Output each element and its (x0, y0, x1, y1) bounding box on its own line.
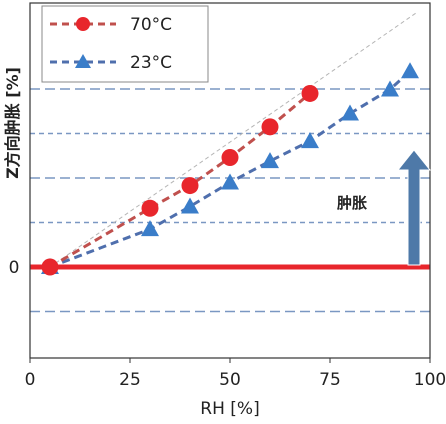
point-70c (181, 177, 199, 195)
legend-label-23c: 23°C (130, 53, 172, 73)
x-tick-label: 50 (219, 370, 241, 390)
point-23c (141, 220, 159, 237)
series-line-70c (49, 92, 311, 269)
x-axis-label: RH [%] (200, 399, 259, 419)
point-70c (141, 199, 159, 217)
swelling-arrow (396, 149, 432, 266)
y-axis-ticks: 0 (9, 258, 20, 278)
legend-item-70c: 70°C (50, 15, 172, 35)
legend-triangle-marker (75, 54, 91, 68)
x-tick-label: 75 (319, 370, 341, 390)
point-70c (261, 118, 279, 136)
legend-box (41, 5, 209, 83)
y-axis-label: Z方向肿胀 [%] (3, 67, 22, 179)
x-tick-label: 100 (414, 370, 446, 390)
point-23c (381, 80, 399, 97)
point-23c (341, 104, 359, 121)
grid-lines (30, 88, 430, 313)
x-axis-ticks: 0 25 50 75 100 (25, 358, 446, 390)
point-70c (221, 149, 239, 167)
legend: 70°C 23°C (41, 5, 209, 83)
point-70c (301, 84, 319, 102)
point-70c (41, 258, 59, 276)
point-23c (261, 152, 279, 169)
point-23c (181, 197, 199, 214)
legend-label-70c: 70°C (130, 15, 172, 35)
swelling-annotation: 肿胀 (337, 194, 367, 212)
series-line-23c (49, 70, 412, 269)
legend-circle-marker (76, 17, 90, 31)
y-tick-label: 0 (9, 258, 20, 278)
point-23c (401, 62, 419, 79)
series-markers (41, 62, 419, 276)
series-lines (49, 70, 412, 269)
legend-item-23c: 23°C (50, 53, 172, 73)
x-tick-label: 25 (119, 370, 141, 390)
x-tick-label: 0 (25, 370, 36, 390)
point-23c (301, 132, 319, 149)
reference-diagonal-line (49, 12, 417, 268)
point-23c (221, 173, 239, 190)
